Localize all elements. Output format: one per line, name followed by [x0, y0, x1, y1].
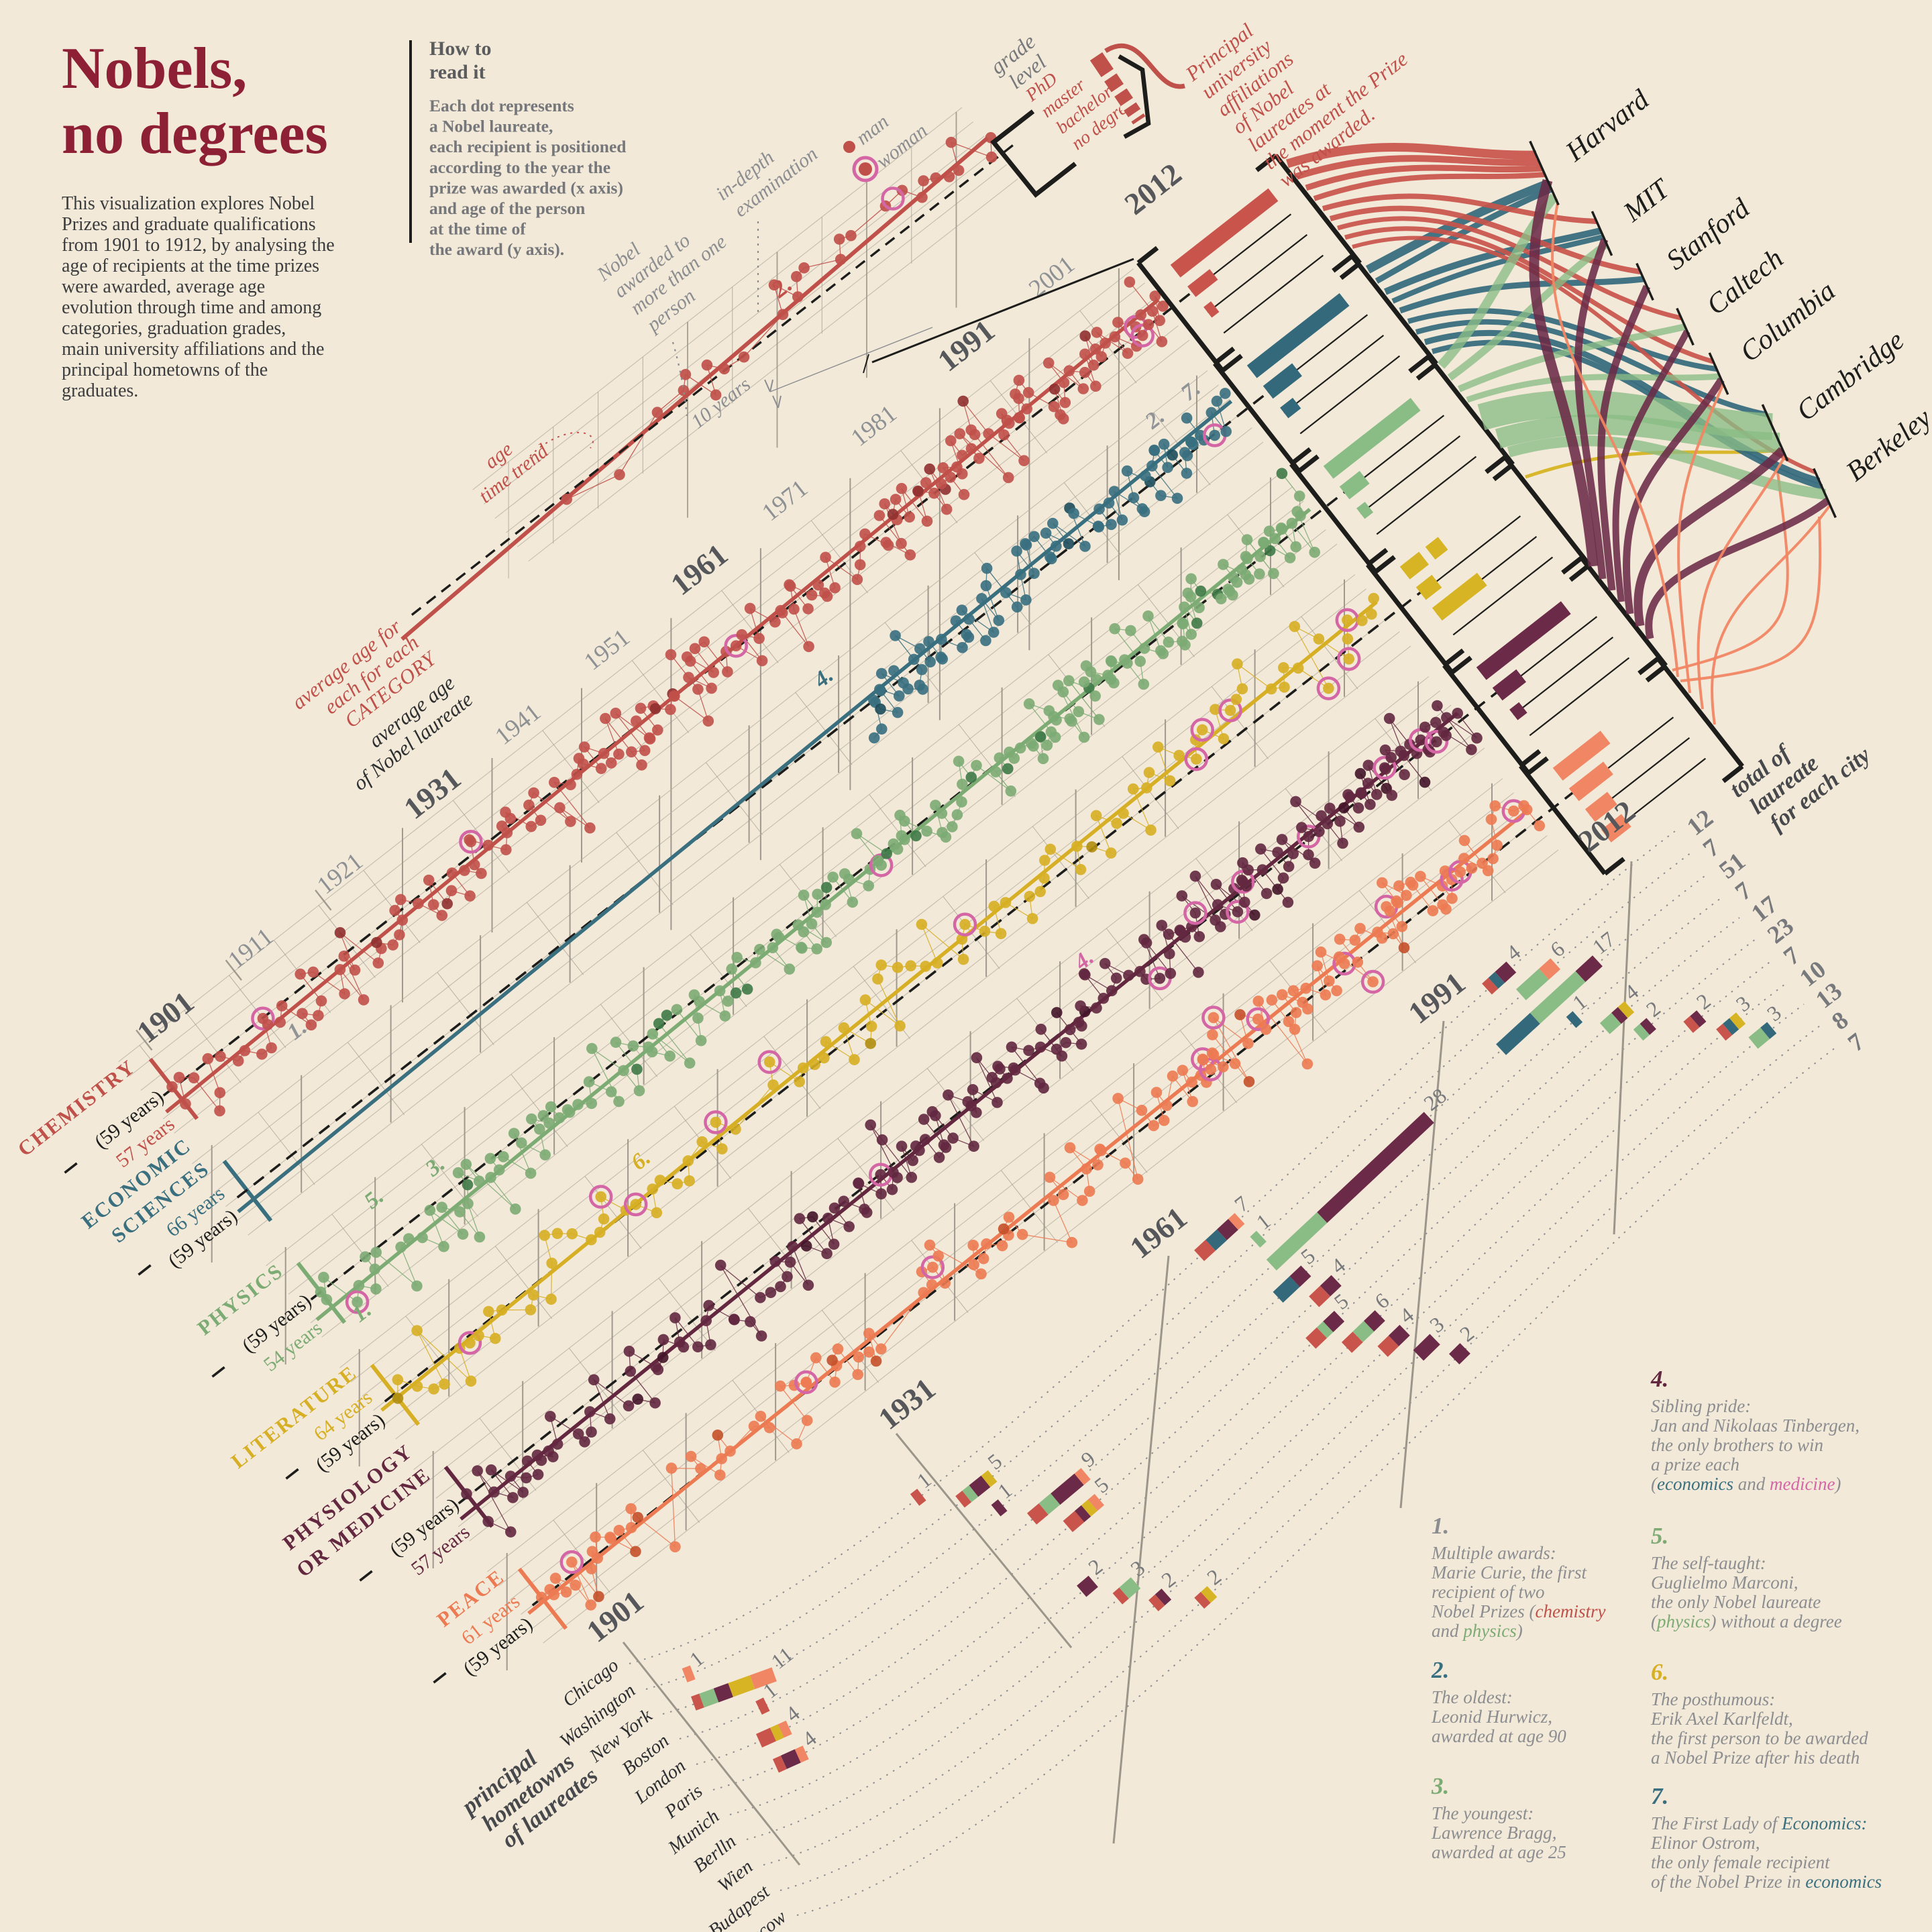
- svg-text:a Nobel Prize after his death: a Nobel Prize after his death: [1651, 1748, 1860, 1768]
- svg-text:each recipient is positioned: each recipient is positioned: [429, 137, 627, 156]
- svg-text:a Nobel laureate,: a Nobel laureate,: [429, 117, 553, 136]
- svg-text:read it: read it: [429, 61, 486, 83]
- svg-text:were awarded, average age: were awarded, average age: [62, 276, 265, 297]
- svg-text:Erik Axel Karlfeldt,: Erik Axel Karlfeldt,: [1650, 1709, 1793, 1729]
- svg-text:and physics): and physics): [1432, 1621, 1523, 1641]
- svg-text:principal hometowns of the: principal hometowns of the: [62, 360, 268, 380]
- svg-text:5.: 5.: [1651, 1523, 1668, 1549]
- svg-text:Multiple awards:: Multiple awards:: [1431, 1543, 1556, 1563]
- svg-text:no degrees: no degrees: [62, 101, 328, 166]
- svg-text:Jan and Nikolaas Tinbergen,: Jan and Nikolaas Tinbergen,: [1651, 1415, 1860, 1436]
- svg-text:Guglielmo Marconi,: Guglielmo Marconi,: [1651, 1572, 1798, 1593]
- svg-text:of the Nobel Prize in economic: of the Nobel Prize in economics: [1651, 1872, 1882, 1892]
- svg-text:(physics) without a degree: (physics) without a degree: [1651, 1611, 1842, 1631]
- svg-text:according to the year the: according to the year the: [429, 158, 610, 177]
- svg-text:Leonid Hurwicz,: Leonid Hurwicz,: [1431, 1707, 1552, 1727]
- svg-text:2.: 2.: [1431, 1657, 1449, 1683]
- svg-text:categories, graduation grades,: categories, graduation grades,: [62, 318, 286, 339]
- svg-text:The posthumous:: The posthumous:: [1651, 1689, 1775, 1709]
- svg-text:Elinor Ostrom,: Elinor Ostrom,: [1650, 1833, 1760, 1853]
- svg-text:Nobels,: Nobels,: [62, 36, 247, 101]
- svg-text:Lawrence Bragg,: Lawrence Bragg,: [1431, 1823, 1556, 1843]
- svg-text:How to: How to: [429, 38, 492, 60]
- svg-text:and age of the person: and age of the person: [429, 199, 585, 218]
- svg-text:4.: 4.: [1650, 1366, 1668, 1392]
- svg-text:1.: 1.: [1432, 1513, 1449, 1539]
- svg-text:The youngest:: The youngest:: [1432, 1803, 1534, 1823]
- svg-text:Nobel Prizes (chemistry: Nobel Prizes (chemistry: [1431, 1601, 1605, 1621]
- svg-text:the only brothers to win: the only brothers to win: [1651, 1435, 1823, 1455]
- svg-text:Sibling pride:: Sibling pride:: [1651, 1396, 1751, 1416]
- svg-text:recipient of two: recipient of two: [1432, 1582, 1544, 1602]
- svg-text:awarded at age 90: awarded at age 90: [1432, 1726, 1566, 1746]
- svg-text:6.: 6.: [1651, 1659, 1668, 1685]
- svg-text:graduates.: graduates.: [62, 380, 138, 401]
- svg-text:Prizes and graduate qualificat: Prizes and graduate qualifications: [62, 214, 316, 235]
- svg-text:awarded at age 25: awarded at age 25: [1432, 1842, 1566, 1862]
- svg-text:(economics and medicine): (economics and medicine): [1651, 1474, 1841, 1494]
- svg-text:The oldest:: The oldest:: [1432, 1687, 1513, 1707]
- svg-text:the award (y axis).: the award (y axis).: [429, 239, 564, 259]
- svg-text:The First Lady of Economics:: The First Lady of Economics:: [1651, 1813, 1867, 1833]
- svg-text:3.: 3.: [1431, 1773, 1449, 1799]
- svg-text:the first person to be awarded: the first person to be awarded: [1651, 1728, 1868, 1748]
- svg-text:at the time of: at the time of: [429, 219, 526, 239]
- svg-text:from 1901 to 1912, by analysin: from 1901 to 1912, by analysing the: [62, 235, 335, 256]
- svg-text:7.: 7.: [1651, 1783, 1668, 1809]
- svg-text:prize was awarded (x axis): prize was awarded (x axis): [429, 178, 623, 197]
- svg-text:evolution through time and amo: evolution through time and among: [62, 297, 321, 318]
- svg-text:Each dot represents: Each dot represents: [429, 96, 574, 115]
- svg-text:a prize each: a prize each: [1651, 1454, 1739, 1474]
- svg-text:Marie Curie, the first: Marie Curie, the first: [1431, 1562, 1587, 1582]
- svg-text:the only Nobel laureate: the only Nobel laureate: [1651, 1592, 1821, 1612]
- svg-text:This visualization explores No: This visualization explores Nobel: [62, 193, 315, 214]
- svg-text:the only female recipient: the only female recipient: [1651, 1852, 1831, 1872]
- svg-text:main university affiliations a: main university affiliations and the: [62, 339, 324, 360]
- svg-text:age of recipients at the time: age of recipients at the time prizes: [62, 256, 319, 276]
- svg-text:The self-taught:: The self-taught:: [1651, 1553, 1766, 1573]
